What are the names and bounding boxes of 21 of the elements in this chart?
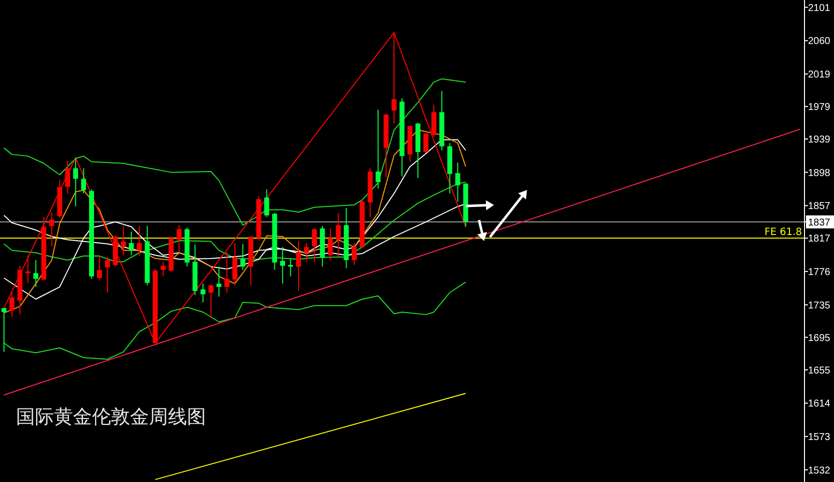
y-tick-label: 1857 (808, 201, 831, 212)
line-series (3, 78, 466, 226)
line-series (3, 32, 466, 344)
y-tick-label: 1532 (808, 465, 831, 476)
ref-line-label: FE 61.8 (764, 227, 802, 238)
y-tick-label: 1837 (808, 217, 831, 228)
y-tick-label: 1939 (808, 134, 831, 146)
y-tick-label: 1614 (808, 398, 831, 410)
y-tick-label: 1979 (808, 102, 831, 113)
line-series (3, 282, 466, 360)
y-tick-label: 1898 (808, 168, 831, 179)
y-tick-label: 2019 (808, 69, 831, 80)
y-tick-label: 2060 (808, 36, 831, 48)
y-tick-label: 1817 (808, 234, 831, 245)
y-tick-label: 1776 (808, 266, 831, 278)
text: 国际黄金伦敦金周线图 (16, 406, 206, 428)
y-tick-label: 2101 (808, 2, 831, 14)
y-tick-label: 1735 (808, 300, 831, 312)
y-tick-label: 1695 (808, 332, 831, 344)
y-tick-label: 1573 (808, 432, 831, 443)
y-tick-label: 1655 (808, 365, 831, 376)
